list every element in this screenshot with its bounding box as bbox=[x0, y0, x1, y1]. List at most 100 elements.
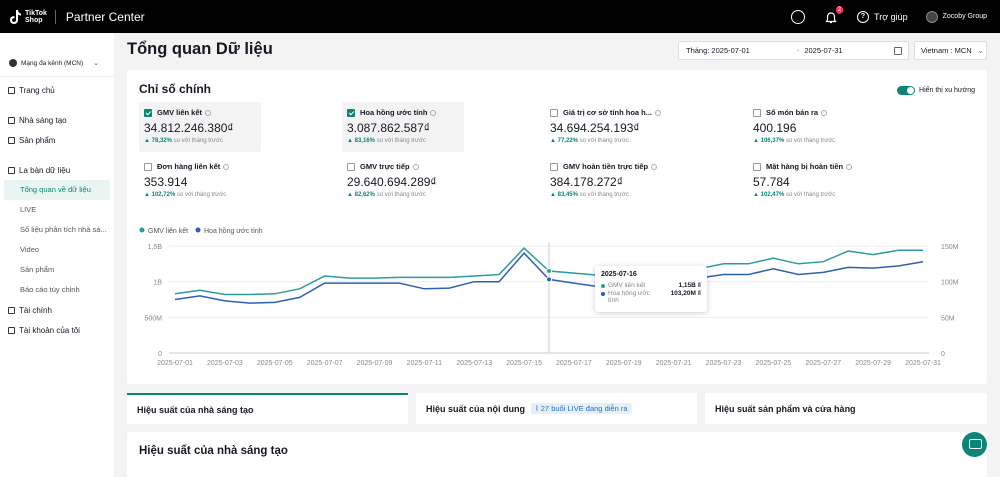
x-tick-label: 2025-07-17 bbox=[556, 360, 592, 367]
info-icon[interactable] bbox=[205, 109, 212, 116]
metric-label: Giá trị cơ sở tính hoa h... bbox=[563, 108, 653, 117]
sidebar-item-product-data[interactable]: Sản phẩm bbox=[20, 265, 55, 274]
x-tick-label: 2025-07-07 bbox=[307, 360, 343, 367]
toggle-switch[interactable] bbox=[897, 86, 916, 95]
metric-delta-value: 83,45% bbox=[557, 192, 578, 198]
legend-dot-gmv bbox=[601, 284, 605, 288]
account-icon bbox=[8, 326, 15, 334]
tab-label: Hiệu suất của nhà sáng tạo bbox=[137, 404, 254, 415]
chat-support-button[interactable] bbox=[962, 432, 987, 457]
trend-toggle[interactable]: Hiển thị xu hướng bbox=[897, 86, 975, 95]
metric-tile[interactable]: GMV hoàn tiền trực tiếp 384.178.272₫ ▲ 83,… bbox=[545, 156, 667, 206]
date-range-picker[interactable]: Tháng: 2025-07-01 - 2025-07-31 bbox=[678, 41, 909, 60]
sidebar-item-my-account[interactable]: Tài khoản của tôi bbox=[0, 320, 114, 340]
metric-value: 400.196 bbox=[753, 121, 797, 135]
metric-value: 29.640.694.289₫ bbox=[347, 175, 437, 189]
sidebar-item-live[interactable]: LIVE bbox=[20, 205, 37, 214]
metric-checkbox[interactable] bbox=[347, 162, 355, 171]
trend-up-icon: ▲ bbox=[550, 192, 558, 198]
product-icon bbox=[8, 136, 15, 144]
metric-label: GMV trực tiếp bbox=[360, 162, 410, 171]
metric-label: GMV liên kết bbox=[157, 108, 203, 117]
metric-tile[interactable]: GMV liên kết 34.812.246.380₫ ▲ 78,32% so v… bbox=[139, 102, 261, 152]
info-icon[interactable] bbox=[430, 109, 437, 116]
metric-delta: ▲ 83,16% so với tháng trước bbox=[347, 138, 459, 144]
metric-checkbox[interactable] bbox=[753, 162, 761, 171]
trend-up-icon: ▲ bbox=[347, 138, 355, 144]
logo-text-shop: Shop bbox=[25, 16, 43, 24]
chevron-down-icon: ⌄ bbox=[977, 47, 984, 55]
metric-label: Hoa hồng ước tính bbox=[360, 108, 428, 117]
metric-tile[interactable]: Số món bán ra 400.196 ▲ 106,37% so với thá… bbox=[748, 102, 870, 152]
tooltip-row-gmv: GMV liên kết 1,15B ₫ bbox=[601, 282, 701, 289]
trend-toggle-label: Hiển thị xu hướng bbox=[919, 87, 975, 94]
tab-product-store-performance[interactable]: Hiệu suất sản phẩm và cửa hàng bbox=[705, 393, 987, 424]
sidebar-item-finance[interactable]: Tài chính bbox=[0, 300, 114, 320]
info-icon[interactable] bbox=[223, 163, 230, 170]
tooltip-date: 2025-07-16 bbox=[601, 271, 637, 278]
legend-dot bbox=[195, 227, 201, 233]
metric-tile[interactable]: Đơn hàng liên kết 353.914 ▲ 102,72% so với… bbox=[139, 156, 261, 206]
metric-checkbox[interactable] bbox=[144, 108, 152, 117]
section-title: Hiệu suất của nhà sáng tạo bbox=[139, 445, 288, 457]
tooltip-row-commission: Hoa hồng ước tính 103,20M ₫ bbox=[601, 290, 701, 304]
info-icon[interactable] bbox=[655, 109, 662, 116]
metric-checkbox[interactable] bbox=[550, 108, 558, 117]
notification-badge: 2 bbox=[835, 5, 844, 14]
sidebar-item-custom-report[interactable]: Báo cáo tùy chỉnh bbox=[20, 285, 80, 294]
metric-tile[interactable]: Giá trị cơ sở tính hoa h... 34.694.254.19… bbox=[545, 102, 667, 152]
live-status-badge[interactable]: ⌇ 27 buổi LIVE đang diễn ra bbox=[531, 403, 632, 414]
metric-delta-label: so với tháng trước bbox=[785, 138, 836, 144]
account-switcher[interactable]: Mạng đa kênh (MCN) ⌄ bbox=[0, 33, 114, 77]
tab-creator-performance[interactable]: Hiệu suất của nhà sáng tạo bbox=[127, 393, 408, 424]
info-icon[interactable] bbox=[846, 163, 853, 170]
metric-tile[interactable]: GMV trực tiếp 29.640.694.289₫ ▲ 82,62% so … bbox=[342, 156, 464, 206]
metric-checkbox[interactable] bbox=[753, 108, 761, 117]
trend-chart[interactable]: 0 500M 1B 1,5B 0 50M 100M 150M 2025-07-01 2025-07… bbox=[127, 220, 987, 370]
y-left-tick-label: 500M bbox=[144, 315, 162, 322]
metric-tile[interactable]: Mặt hàng bị hoàn tiền 57.784 ▲ 102,47% so … bbox=[748, 156, 870, 206]
metric-delta-value: 78,32% bbox=[151, 138, 172, 144]
metric-checkbox[interactable] bbox=[144, 162, 152, 171]
metric-delta: ▲ 78,32% so với tháng trước bbox=[144, 138, 256, 144]
metric-label-row: GMV hoàn tiền trực tiếp bbox=[550, 162, 662, 171]
sidebar-item-data-overview[interactable]: Tổng quan về dữ liệu bbox=[4, 180, 110, 200]
metric-checkbox[interactable] bbox=[347, 108, 355, 117]
info-icon[interactable] bbox=[821, 109, 828, 116]
sidebar-item-creator-analytics[interactable]: Số liệu phân tích nhà sá... bbox=[20, 225, 107, 234]
sidebar-item-products[interactable]: Sản phẩm bbox=[0, 130, 114, 150]
x-tick-label: 2025-07-29 bbox=[855, 360, 891, 367]
account-menu[interactable]: Zocoby Group bbox=[925, 10, 987, 23]
metric-checkbox[interactable] bbox=[550, 162, 558, 171]
metric-delta: ▲ 102,72% so với tháng trước bbox=[144, 192, 256, 198]
metric-tile[interactable]: Hoa hồng ước tính 3.087.862.587₫ ▲ 83,16% … bbox=[342, 102, 464, 152]
trend-up-icon: ▲ bbox=[753, 138, 761, 144]
info-icon[interactable] bbox=[412, 163, 419, 170]
info-icon[interactable] bbox=[651, 163, 658, 170]
notification-button[interactable]: 2 bbox=[825, 5, 844, 23]
tab-content-performance[interactable]: Hiệu suất của nội dung ⌇ 27 buổi LIVE đa… bbox=[416, 393, 697, 424]
help-button[interactable]: ? Trợ giúp bbox=[857, 10, 908, 23]
x-tick-label: 2025-07-05 bbox=[257, 360, 293, 367]
metric-delta: ▲ 77,22% so với tháng trước bbox=[550, 138, 662, 144]
sidebar-item-home[interactable]: Trang chủ bbox=[0, 80, 114, 100]
trend-up-icon: ▲ bbox=[753, 192, 761, 198]
tab-label: Hiệu suất của nội dung bbox=[426, 403, 526, 414]
y-right-tick-label: 150M bbox=[941, 244, 959, 251]
sidebar-item-video[interactable]: Video bbox=[20, 245, 40, 254]
tooltip-series-name: Hoa hồng ước tính bbox=[608, 290, 650, 304]
app-title: Partner Center bbox=[65, 9, 145, 24]
chat-icon[interactable] bbox=[791, 9, 806, 24]
bell-icon bbox=[825, 11, 837, 23]
account-avatar bbox=[9, 59, 17, 67]
metric-label-row: Mặt hàng bị hoàn tiền bbox=[753, 162, 865, 171]
sidebar-item-creators[interactable]: Nhà sáng tạo bbox=[0, 110, 114, 130]
metric-delta-label: so với tháng trước bbox=[376, 138, 426, 144]
series-point bbox=[546, 276, 552, 283]
region-select[interactable]: Vietnam : MCN ⌄ bbox=[914, 41, 987, 60]
tiktok-shop-logo[interactable]: TikTok Shop bbox=[8, 9, 47, 25]
legend-dot-commission bbox=[601, 292, 605, 296]
sidebar: Mạng đa kênh (MCN) ⌄ Trang chủ Nhà sáng … bbox=[0, 33, 114, 477]
legend-label: Hoa hồng ước tính bbox=[204, 226, 263, 235]
sidebar-item-data-compass[interactable]: La bàn dữ liệu bbox=[0, 160, 114, 180]
